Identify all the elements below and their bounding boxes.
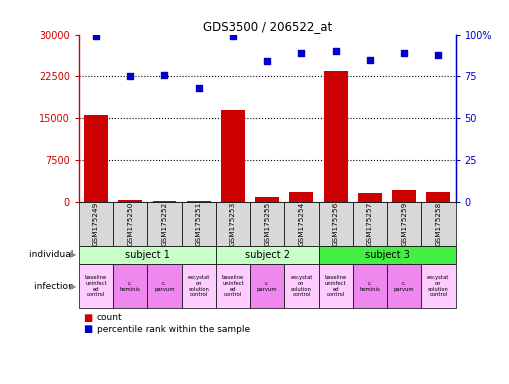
Text: c.
hominis: c. hominis [120, 281, 140, 292]
Text: excystat
on
solution
control: excystat on solution control [427, 275, 449, 298]
Point [92, 33, 100, 39]
Text: GSM175257: GSM175257 [367, 202, 373, 246]
Text: GSM175253: GSM175253 [230, 202, 236, 246]
Text: subject 1: subject 1 [125, 250, 170, 260]
Text: excystat
on
solution
control: excystat on solution control [290, 275, 313, 298]
Point [194, 85, 203, 91]
Point [366, 56, 374, 63]
Text: ■: ■ [84, 313, 96, 323]
Text: subject 2: subject 2 [245, 250, 290, 260]
Bar [221, 110, 245, 202]
Text: GSM175255: GSM175255 [264, 202, 270, 246]
Text: baseline
uninfect
ed
control: baseline uninfect ed control [325, 275, 347, 298]
Point [263, 58, 271, 65]
Text: excystat
on
solution
control: excystat on solution control [187, 275, 210, 298]
Point [160, 71, 168, 78]
Bar [153, 201, 177, 202]
Bar [84, 115, 108, 202]
Text: GSM175251: GSM175251 [196, 202, 202, 246]
Text: GSM175258: GSM175258 [435, 202, 441, 246]
Text: count: count [97, 313, 122, 323]
Text: GSM175249: GSM175249 [93, 202, 99, 246]
Text: percentile rank within the sample: percentile rank within the sample [97, 325, 250, 334]
Text: subject 3: subject 3 [364, 250, 410, 260]
Text: c.
parvum: c. parvum [257, 281, 277, 292]
Text: baseline
uninfect
ed
control: baseline uninfect ed control [222, 275, 244, 298]
Point [297, 50, 305, 56]
Bar [427, 192, 450, 202]
Text: ▶: ▶ [70, 282, 76, 291]
Text: GSM175256: GSM175256 [333, 202, 338, 246]
Bar [392, 190, 416, 202]
Text: ■: ■ [84, 324, 96, 334]
Bar [290, 192, 314, 202]
Bar [358, 193, 382, 202]
Point [400, 50, 408, 56]
Bar [324, 71, 348, 202]
Text: c.
parvum: c. parvum [394, 281, 414, 292]
Bar [255, 197, 279, 202]
Text: individual: individual [29, 250, 76, 260]
Point [332, 48, 340, 55]
Text: c.
hominis: c. hominis [359, 281, 380, 292]
Text: infection: infection [34, 282, 76, 291]
Text: GSM175252: GSM175252 [161, 202, 167, 246]
Point [126, 73, 134, 79]
Text: ▶: ▶ [70, 250, 76, 260]
Title: GDS3500 / 206522_at: GDS3500 / 206522_at [203, 20, 332, 33]
Text: baseline
uninfect
ed
control: baseline uninfect ed control [85, 275, 107, 298]
Text: GSM175254: GSM175254 [298, 202, 304, 246]
Text: GSM175259: GSM175259 [401, 202, 407, 246]
Text: c.
parvum: c. parvum [154, 281, 175, 292]
Point [434, 51, 442, 58]
Point [229, 33, 237, 39]
Bar [187, 201, 211, 202]
Text: GSM175250: GSM175250 [127, 202, 133, 246]
Bar [118, 200, 142, 202]
